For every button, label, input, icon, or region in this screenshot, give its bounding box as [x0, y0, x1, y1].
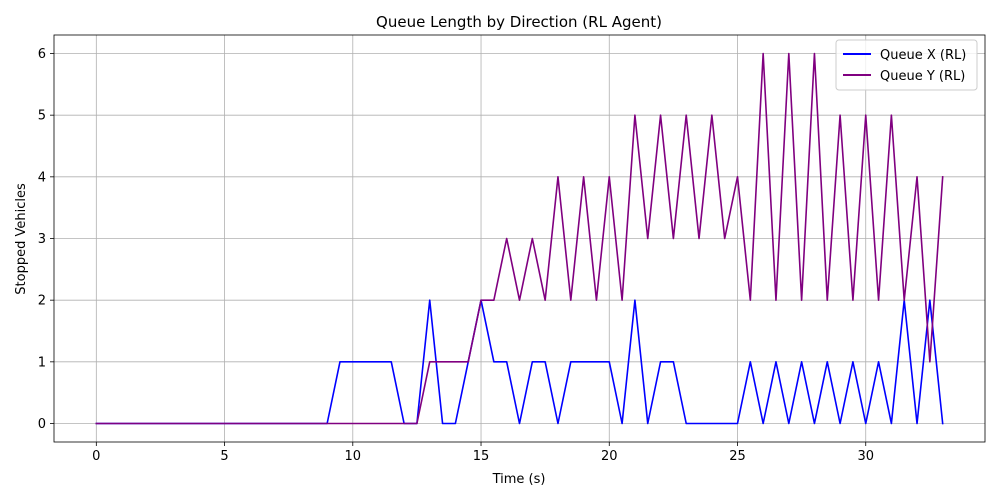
legend-label-queue-x: Queue X (RL) [880, 48, 966, 63]
y-tick-label: 5 [38, 109, 46, 124]
tick-marks: 0 5 10 15 20 25 30 0 1 2 3 4 5 6 [38, 47, 874, 464]
legend-label-queue-y: Queue Y (RL) [880, 69, 965, 84]
y-tick-label: 2 [38, 294, 46, 309]
y-tick-label: 6 [38, 47, 46, 62]
x-tick-label: 0 [92, 449, 100, 464]
x-tick-label: 5 [220, 449, 228, 464]
y-tick-label: 1 [38, 355, 46, 370]
series-lines [95, 52, 944, 425]
y-tick-label: 4 [38, 170, 46, 185]
x-axis-label: Time (s) [492, 472, 546, 487]
y-axis-label: Stopped Vehicles [14, 183, 29, 295]
x-tick-label: 15 [473, 449, 490, 464]
x-tick-label: 30 [857, 449, 874, 464]
x-tick-label: 10 [345, 449, 362, 464]
x-tick-label: 25 [729, 449, 746, 464]
y-tick-label: 3 [38, 232, 46, 247]
x-tick-label: 20 [601, 449, 618, 464]
series-line-queue-y [95, 52, 944, 425]
legend: Queue X (RL) Queue Y (RL) [835, 39, 978, 91]
y-tick-label: 0 [38, 417, 46, 432]
chart-title: Queue Length by Direction (RL Agent) [376, 13, 662, 31]
legend-box [835, 39, 978, 91]
